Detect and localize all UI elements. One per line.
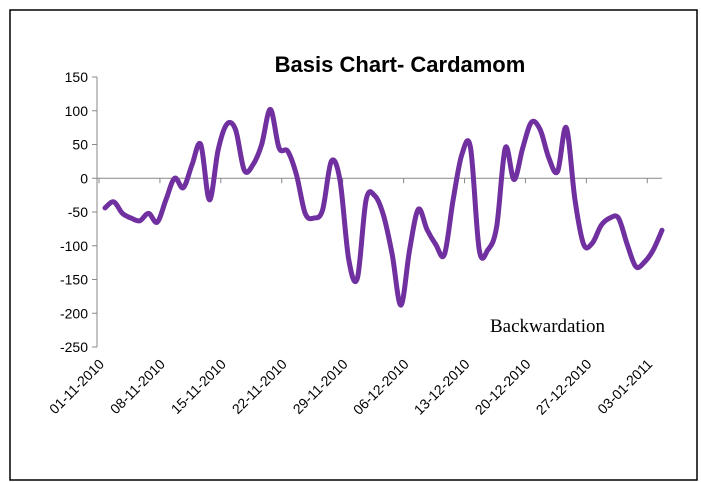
y-tick-label: -250	[60, 339, 88, 355]
x-tick-label: 22-11-2010	[229, 356, 290, 417]
data-line	[102, 106, 665, 308]
y-tick-label: 50	[72, 137, 88, 153]
x-tick-label: 15-11-2010	[168, 356, 229, 417]
y-tick-label: -150	[60, 272, 88, 288]
chart-frame	[9, 9, 698, 481]
x-tick-label: 06-12-2010	[350, 356, 412, 418]
x-tick-label: 20-12-2010	[472, 356, 534, 418]
y-tick-label: 150	[65, 69, 89, 85]
y-tick-label: 100	[65, 103, 89, 119]
x-tick-label: 03-01-2011	[594, 356, 655, 417]
y-tick-label: -50	[68, 204, 88, 220]
x-tick-label: 27-12-2010	[533, 356, 595, 418]
x-tick-label: 29-11-2010	[290, 356, 351, 417]
x-tick-label: 01-11-2010	[46, 356, 107, 417]
y-tick-label: -200	[60, 305, 88, 321]
chart-title: Basis Chart- Cardamom	[275, 52, 526, 77]
x-tick-label: 08-11-2010	[107, 356, 168, 417]
x-tick-label: 13-12-2010	[411, 356, 473, 418]
annotation: Backwardation	[490, 316, 606, 337]
y-tick-label: 0	[80, 170, 88, 186]
y-tick-label: -100	[60, 238, 88, 254]
